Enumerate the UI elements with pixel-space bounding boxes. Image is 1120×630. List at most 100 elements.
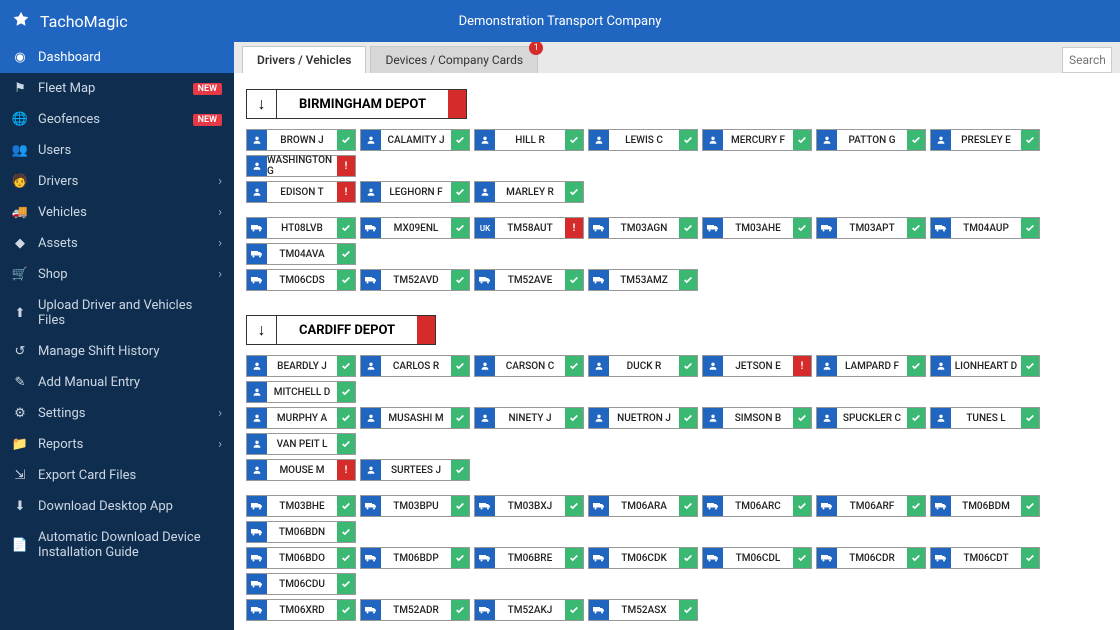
driver-card[interactable]: PRESLEY E xyxy=(930,129,1040,151)
sidebar-item-dashboard[interactable]: ◉Dashboard xyxy=(0,42,234,73)
vehicle-card[interactable]: TM06BRE xyxy=(474,547,584,569)
driver-card[interactable]: CARSON C xyxy=(474,355,584,377)
vehicle-card[interactable]: TM04AUP xyxy=(930,217,1040,239)
vehicle-card[interactable]: TM06CDS xyxy=(246,269,356,291)
sidebar-item-users[interactable]: 👥Users xyxy=(0,135,234,166)
vehicle-card[interactable]: TM03BPU xyxy=(360,495,470,517)
vehicle-card[interactable]: TM03AGN xyxy=(588,217,698,239)
status-ok-icon xyxy=(451,218,469,238)
truck-icon xyxy=(589,218,609,238)
driver-card[interactable]: CARLOS R xyxy=(360,355,470,377)
driver-card[interactable]: MURPHY A xyxy=(246,407,356,429)
sidebar-item-settings[interactable]: ⚙Settings› xyxy=(0,398,234,429)
cog-icon: ⚙ xyxy=(12,406,28,421)
driver-card[interactable]: SPUCKLER C xyxy=(816,407,926,429)
chevron-right-icon: › xyxy=(218,236,222,251)
driver-card[interactable]: DUCK R xyxy=(588,355,698,377)
vehicle-card[interactable]: TM52ASX xyxy=(588,599,698,621)
vehicle-row: HT08LVBMX09ENLUKTM58AUT!TM03AGNTM03AHETM… xyxy=(246,217,1108,265)
vehicle-card[interactable]: TM52AVD xyxy=(360,269,470,291)
chevron-right-icon: › xyxy=(218,406,222,421)
driver-card[interactable]: SURTEES J xyxy=(360,459,470,481)
vehicle-card[interactable]: TM06ARC xyxy=(702,495,812,517)
driver-card[interactable]: MARLEY R xyxy=(474,181,584,203)
sidebar-item-fleet-map[interactable]: ⚑Fleet MapNEW xyxy=(0,73,234,104)
sidebar-item-export-card-files[interactable]: ⇲Export Card Files xyxy=(0,460,234,491)
vehicle-card[interactable]: TM52AVE xyxy=(474,269,584,291)
depot-header[interactable]: ↓CARDIFF DEPOT xyxy=(246,315,436,345)
driver-card[interactable]: WASHINGTON G! xyxy=(246,155,356,177)
truck-icon xyxy=(247,574,267,594)
sidebar-item-reports[interactable]: 📁Reports› xyxy=(0,429,234,460)
depot-header[interactable]: ↓BIRMINGHAM DEPOT xyxy=(246,89,467,119)
vehicle-card[interactable]: TM06ARA xyxy=(588,495,698,517)
driver-card[interactable]: CALAMITY J xyxy=(360,129,470,151)
truck-icon xyxy=(931,218,951,238)
vehicle-card[interactable]: TM53AMZ xyxy=(588,269,698,291)
driver-card[interactable]: EDISON T! xyxy=(246,181,356,203)
vehicle-card[interactable]: TM06CDR xyxy=(816,547,926,569)
vehicle-card[interactable]: TM06CDU xyxy=(246,573,356,595)
driver-card[interactable]: LEGHORN F xyxy=(360,181,470,203)
sidebar-item-upload-driver-and-vehicles-files[interactable]: ⬆Upload Driver and Vehicles Files xyxy=(0,290,234,336)
vehicle-card[interactable]: TM06CDL xyxy=(702,547,812,569)
status-ok-icon xyxy=(793,130,811,150)
vehicle-card[interactable]: TM03AHE xyxy=(702,217,812,239)
vehicle-card[interactable]: UKTM58AUT! xyxy=(474,217,584,239)
driver-card[interactable]: JETSON E! xyxy=(702,355,812,377)
vehicle-card[interactable]: MX09ENL xyxy=(360,217,470,239)
driver-card[interactable]: MITCHELL D xyxy=(246,381,356,403)
vehicle-card[interactable]: TM52AKJ xyxy=(474,599,584,621)
driver-label: BEARDLY J xyxy=(267,356,337,376)
driver-card[interactable]: PATTON G xyxy=(816,129,926,151)
sidebar-item-manage-shift-history[interactable]: ↺Manage Shift History xyxy=(0,336,234,367)
driver-card[interactable]: BEARDLY J xyxy=(246,355,356,377)
driver-card[interactable]: LIONHEART D xyxy=(930,355,1040,377)
status-ok-icon xyxy=(565,496,583,516)
tab-drivers-vehicles[interactable]: Drivers / Vehicles xyxy=(242,46,366,73)
sidebar-item-automatic-download-device-installation-guide[interactable]: 📄Automatic Download Device Installation … xyxy=(0,522,234,568)
driver-card[interactable]: MOUSE M! xyxy=(246,459,356,481)
vehicle-card[interactable]: TM06BDM xyxy=(930,495,1040,517)
tab-devices-company-cards[interactable]: Devices / Company Cards1 xyxy=(370,46,538,73)
vehicle-card[interactable]: TM06BDP xyxy=(360,547,470,569)
driver-label: SPUCKLER C xyxy=(837,408,907,428)
vehicle-card[interactable]: TM03APT xyxy=(816,217,926,239)
driver-card[interactable]: TUNES L xyxy=(930,407,1040,429)
driver-card[interactable]: SIMSON B xyxy=(702,407,812,429)
sidebar-item-vehicles[interactable]: 🚚Vehicles› xyxy=(0,197,234,228)
vehicle-card[interactable]: TM06CDT xyxy=(930,547,1040,569)
vehicle-card[interactable]: TM06ARF xyxy=(816,495,926,517)
sidebar-item-add-manual-entry[interactable]: ✎Add Manual Entry xyxy=(0,367,234,398)
vehicle-card[interactable]: HT08LVB xyxy=(246,217,356,239)
search-input[interactable] xyxy=(1062,47,1112,73)
sidebar-item-download-desktop-app[interactable]: ⬇Download Desktop App xyxy=(0,491,234,522)
driver-card[interactable]: MERCURY F xyxy=(702,129,812,151)
person-icon xyxy=(247,130,267,150)
vehicle-card[interactable]: TM06BDO xyxy=(246,547,356,569)
sidebar-item-shop[interactable]: 🛒Shop› xyxy=(0,259,234,290)
driver-card[interactable]: NUETRON J xyxy=(588,407,698,429)
sidebar-item-drivers[interactable]: 🧑Drivers› xyxy=(0,166,234,197)
vehicle-card[interactable]: TM03BHE xyxy=(246,495,356,517)
driver-row: EDISON T!LEGHORN FMARLEY R xyxy=(246,181,1108,203)
sidebar-item-geofences[interactable]: 🌐GeofencesNEW xyxy=(0,104,234,135)
driver-card[interactable]: HILL R xyxy=(474,129,584,151)
driver-card[interactable]: NINETY J xyxy=(474,407,584,429)
driver-row: BEARDLY J CARLOS RCARSON CDUCK RJETSON E!… xyxy=(246,355,1108,403)
driver-card[interactable]: MUSASHI M xyxy=(360,407,470,429)
vehicle-label: MX09ENL xyxy=(381,218,451,238)
vehicle-card[interactable]: TM04AVA xyxy=(246,243,356,265)
vehicle-card[interactable]: TM06XRD xyxy=(246,599,356,621)
vehicle-card[interactable]: TM06CDK xyxy=(588,547,698,569)
vehicle-card[interactable]: TM52ADR xyxy=(360,599,470,621)
vehicle-card[interactable]: TM06BDN xyxy=(246,521,356,543)
driver-card[interactable]: LEWIS C xyxy=(588,129,698,151)
driver-card[interactable]: VAN PEIT L xyxy=(246,433,356,455)
sidebar-item-assets[interactable]: ◆Assets› xyxy=(0,228,234,259)
driver-card[interactable]: LAMPARD F xyxy=(816,355,926,377)
person-icon xyxy=(361,408,381,428)
status-ok-icon xyxy=(679,496,697,516)
driver-card[interactable]: BROWN J xyxy=(246,129,356,151)
vehicle-card[interactable]: TM03BXJ xyxy=(474,495,584,517)
